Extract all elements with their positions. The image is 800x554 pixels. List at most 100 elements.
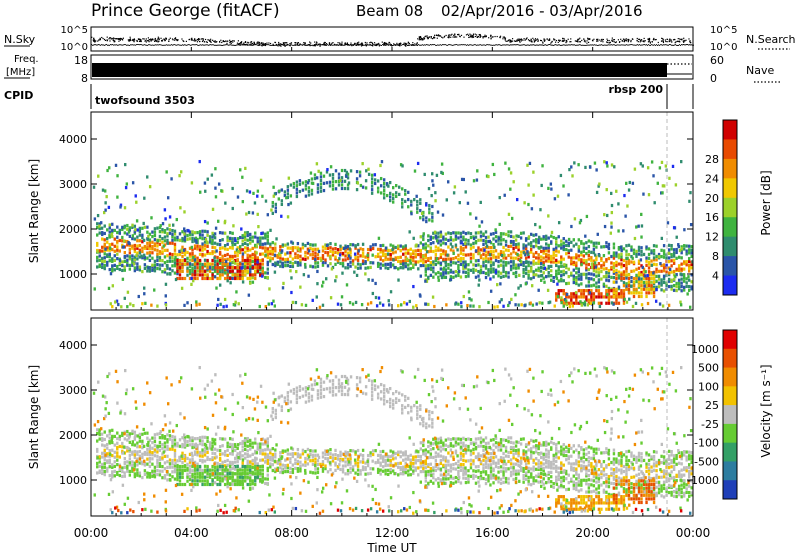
power-cell [587,298,591,302]
nsearch-point [667,44,669,46]
power-cell [432,270,435,274]
nsearch-point [674,44,676,46]
power-cell [484,256,488,260]
power-cell [597,271,601,275]
nsky-point [352,44,354,46]
power-cell [682,285,686,289]
nsky-point [587,38,589,41]
power-cell [281,257,285,261]
power-cell [206,273,209,277]
power-cell [356,255,360,259]
power-cell [315,162,319,166]
power-cell [444,268,448,272]
power-cell [670,270,673,274]
nsky-point [543,38,545,40]
power-cell [168,256,172,260]
power-cell [507,230,510,234]
power-cell [617,202,620,206]
nsky-point [531,40,533,43]
nsky-point [436,34,438,36]
power-cell [479,238,483,242]
nsky-point [194,38,196,41]
power-cell [203,273,207,277]
nsky-point [128,40,130,42]
power-cell [404,251,407,255]
power-cell [180,286,184,290]
power-cell [153,227,157,231]
power-cell [221,238,224,242]
nsearch-point [655,44,657,46]
power-cell [441,171,444,176]
power-cell [194,236,198,240]
power-cell [552,235,555,240]
nsearch-point [158,44,160,46]
power-cell [607,289,611,293]
power-cell [281,286,285,290]
power-cell [555,298,558,302]
power-cell [261,258,264,263]
power-cell [103,231,106,236]
power-cell [431,204,434,209]
nsearch-point [266,44,268,46]
power-cell [652,294,656,299]
power-cell [526,163,529,167]
nsearch-point [666,44,668,46]
power-cell [570,248,573,252]
power-cell [235,290,238,294]
power-cell [339,244,342,248]
power-cell [559,173,563,178]
power-cell [670,278,673,282]
power-cell [435,173,439,177]
power-cell [255,245,259,249]
power-cell [241,276,244,281]
power-cell [151,265,154,269]
power-cell [282,281,285,285]
power-cell [254,253,257,257]
power-cell [670,259,673,263]
power-cell [412,305,415,309]
nsearch-point [647,44,649,46]
nsky-point [586,40,588,42]
power-cell [138,248,142,252]
nsky-point [226,40,228,42]
power-cell [103,224,106,228]
power-cell [384,248,387,252]
power-cell [276,260,280,264]
power-cell [454,274,458,278]
nsky-point [490,38,492,40]
power-cell [255,251,258,255]
nsky-point [583,40,586,42]
power-cell [108,223,111,227]
nsearch-point [531,44,533,46]
power-cell [105,236,109,241]
power-cell [173,252,177,256]
power-cell [504,263,508,267]
power-cell [198,244,202,249]
nsearch-point [486,44,488,46]
nsearch-point [219,44,221,46]
nsearch-point [170,44,172,46]
power-cell [369,265,372,270]
nsearch-point [125,44,127,46]
nsky-point [454,36,456,38]
power-cell [98,224,101,228]
velocity-cell [121,466,124,470]
nsearch-point [484,44,486,46]
power-cell [346,176,350,180]
power-cell [176,269,179,273]
power-cell [552,247,555,251]
nsky-point [161,39,164,41]
nsky-point [433,34,436,36]
nsearch-point [506,44,508,46]
power-cell [261,194,264,198]
nsky-point [188,38,191,41]
power-cell [597,241,601,245]
velocity-cell [146,447,149,451]
power-cell [654,299,658,303]
power-cell [183,210,186,214]
power-cell [444,253,448,257]
power-cell [176,262,179,266]
power-cell [416,199,419,204]
power-cell [224,259,228,264]
power-cell [324,258,327,262]
